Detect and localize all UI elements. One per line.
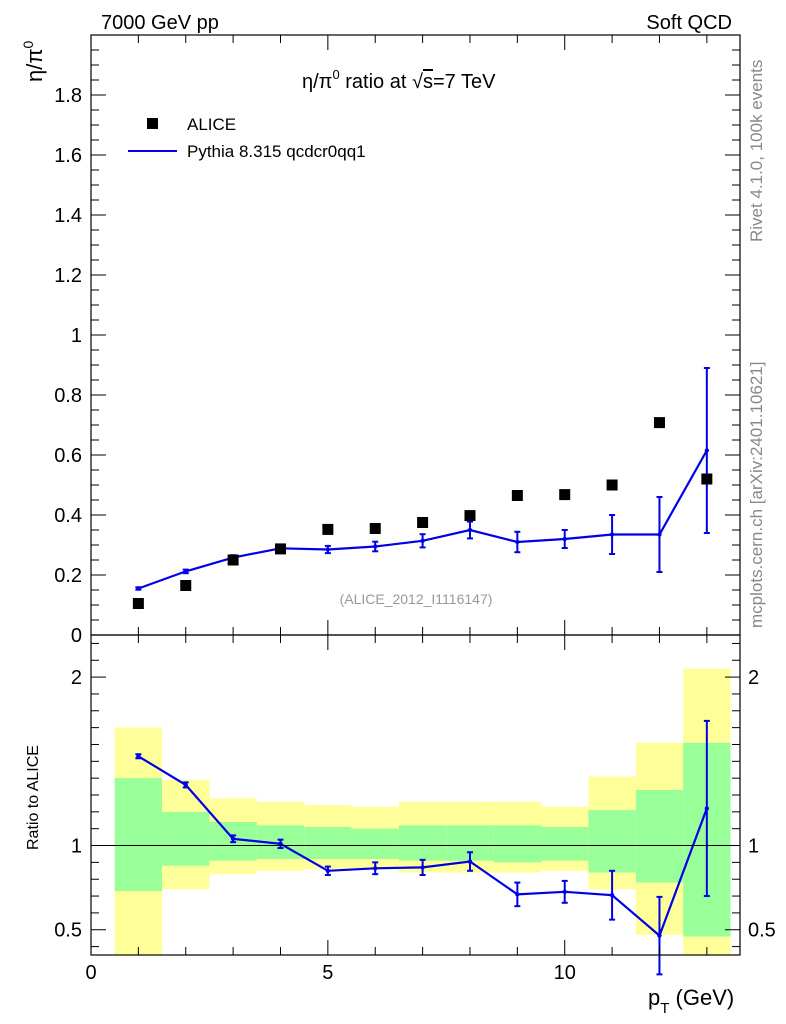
- pythia-point: [136, 586, 141, 591]
- pythia-point: [467, 527, 473, 533]
- ratio-band-green: [635, 789, 684, 883]
- x-tick-label: 10: [554, 962, 576, 984]
- ratio-point: [467, 859, 473, 864]
- main-y-tick-label: 0: [71, 625, 82, 647]
- ratio-band-green: [351, 828, 399, 859]
- alice-data-point: [180, 580, 192, 591]
- alice-data-point: [653, 417, 665, 429]
- alice-data-point: [417, 517, 429, 528]
- x-axis-label: pT (GeV): [648, 985, 734, 1017]
- main-y-tick-label: 0.6: [54, 445, 82, 467]
- ratio-point: [562, 889, 567, 895]
- ratio-band-green: [398, 825, 447, 861]
- ratio-point: [230, 836, 236, 841]
- ratio-band-green: [588, 810, 636, 873]
- plot-title: η/π0 ratio at √s=7 TeV: [302, 67, 496, 93]
- pythia-point: [373, 544, 378, 549]
- legend-marker-alice: [147, 118, 158, 129]
- legend-label-alice: ALICE: [187, 115, 236, 134]
- rivet-version-label: Rivet 4.1.0, 100k events: [747, 60, 766, 242]
- ratio-band-green: [162, 811, 210, 866]
- ratio-y-axis-label: Ratio to ALICE: [25, 745, 42, 850]
- alice-data-point: [464, 510, 476, 522]
- main-y-tick-label: 1.6: [54, 145, 82, 167]
- ratio-y-tick-label-right: 1: [748, 836, 759, 858]
- pythia-point: [562, 536, 567, 542]
- ratio-y-tick-label-right: 0.5: [748, 920, 776, 942]
- ratio-point: [609, 893, 615, 898]
- pythia-point: [515, 539, 520, 545]
- pythia-point: [325, 547, 331, 552]
- main-y-tick-label: 1: [71, 325, 82, 347]
- ratio-band-green: [493, 825, 542, 863]
- ratio-point: [325, 868, 331, 873]
- pythia-point: [704, 448, 710, 453]
- ratio-point: [704, 806, 710, 811]
- alice-data-point: [132, 598, 144, 609]
- ratio-y-axis: 0.5 0.5 1 1 2 2: [54, 642, 776, 948]
- alice-data-point: [227, 554, 239, 566]
- x-tick-label: 0: [85, 962, 96, 984]
- legend: ALICE Pythia 8.315 qcdcr0qq1: [128, 115, 366, 161]
- ratio-point: [515, 892, 520, 897]
- pythia-point: [420, 538, 425, 543]
- main-y-tick-label: 0.4: [54, 505, 82, 527]
- header-right: Soft QCD: [646, 12, 732, 34]
- ratio-y-tick-label: 0.5: [54, 920, 82, 942]
- analysis-id-label: (ALICE_2012_I1116147): [340, 591, 493, 607]
- ratio-band-green: [541, 827, 589, 861]
- ratio-y-tick-label-right: 2: [748, 667, 759, 689]
- ratio-y-tick-label: 2: [71, 667, 82, 689]
- alice-data-point: [701, 473, 713, 485]
- ratio-point: [657, 933, 662, 938]
- main-y-tick-label: 1.2: [54, 265, 82, 287]
- pythia-point: [657, 532, 662, 537]
- header-left: 7000 GeV pp: [101, 12, 219, 34]
- ratio-point: [183, 782, 188, 788]
- alice-data-point: [369, 523, 381, 534]
- alice-data-point: [274, 543, 286, 555]
- main-x-axis: [90, 35, 708, 635]
- alice-data-point: [322, 523, 334, 535]
- legend-label-pythia: Pythia 8.315 qcdcr0qq1: [187, 142, 366, 161]
- ratio-y-tick-label: 1: [71, 836, 82, 858]
- ratio-point: [420, 865, 425, 870]
- ratio-point: [136, 754, 141, 759]
- ratio-band-green: [114, 778, 163, 891]
- pythia-point: [609, 532, 615, 537]
- ratio-point: [278, 841, 283, 847]
- x-tick-label: 5: [322, 962, 333, 984]
- main-y-tick-label: 0.2: [54, 565, 82, 587]
- alice-data-point: [606, 479, 618, 491]
- alice-data-point: [511, 490, 523, 501]
- main-y-tick-label: 1.8: [54, 85, 82, 107]
- alice-data-point: [559, 489, 571, 501]
- ratio-plot-area: [135, 719, 710, 976]
- main-plot-area: [132, 367, 713, 609]
- main-y-axis: 0 0.2 0.4 0.6 0.8 1 1.2 1.4 1.6 1.8: [54, 49, 740, 647]
- main-y-tick-label: 1.4: [54, 205, 82, 227]
- mcplots-label: mcplots.cern.ch [arXiv:2401.10621]: [747, 362, 766, 628]
- ratio-point: [373, 866, 378, 871]
- main-y-axis-label: η/π0: [20, 40, 47, 82]
- ratio-panel: 0.5 0.5 1 1 2 2 0 5 10 Ratio to ALICE pT (GeV): [25, 634, 776, 1017]
- main-y-tick-label: 0.8: [54, 385, 82, 407]
- main-panel: 0 0.2 0.4 0.6 0.8 1 1.2 1.4 1.6 1.8 η/π0 η/π0 rat…: [20, 34, 741, 647]
- pythia-point: [183, 569, 188, 574]
- ratio-band-green: [304, 827, 352, 859]
- ratio-x-axis: 0 5 10: [85, 635, 708, 984]
- ratio-uncertainty-bands: [114, 668, 731, 955]
